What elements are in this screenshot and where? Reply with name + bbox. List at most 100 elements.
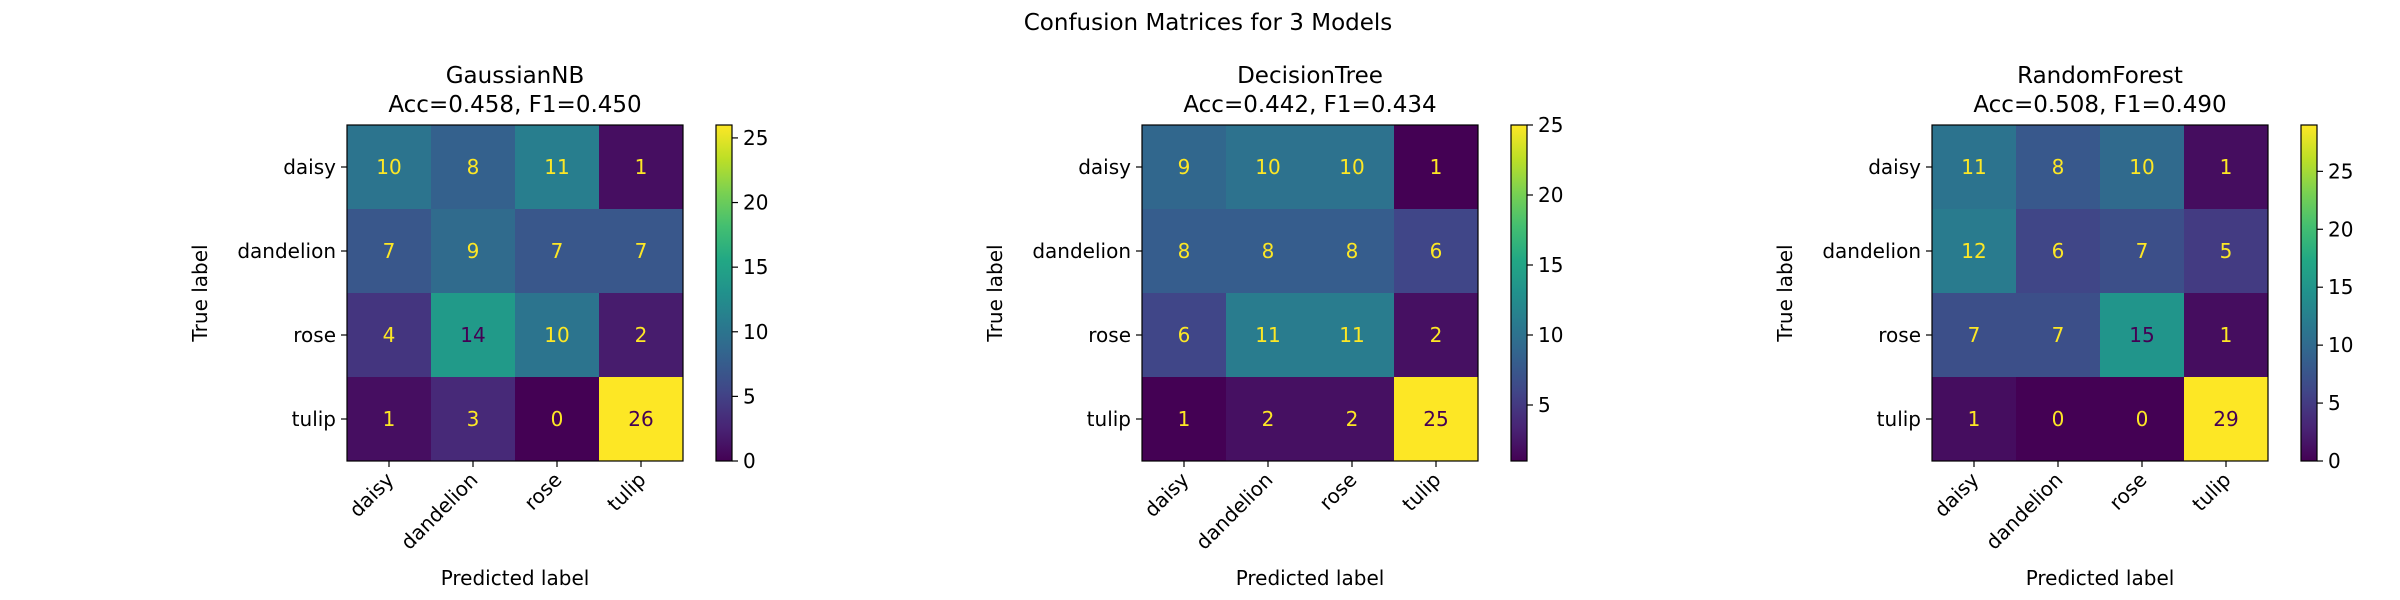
colorbar-frame bbox=[2300, 124, 2318, 462]
cell-value-label: 1 bbox=[1430, 155, 1443, 179]
cell-value-label: 0 bbox=[2052, 407, 2065, 431]
colorbar bbox=[2301, 125, 2317, 461]
colorbar-tick-label: 20 bbox=[2328, 217, 2353, 241]
matrix-cell bbox=[2184, 377, 2268, 461]
matrix-cell bbox=[1226, 377, 1310, 461]
cell-value-label: 1 bbox=[635, 155, 648, 179]
matrix-cell bbox=[1142, 209, 1226, 293]
y-tick-label: daisy bbox=[1078, 155, 1131, 179]
cell-value-label: 2 bbox=[1346, 407, 1359, 431]
matrix-cell bbox=[1310, 293, 1394, 377]
matrix-cell bbox=[515, 293, 599, 377]
colorbar-tick-label: 5 bbox=[1538, 393, 1551, 417]
y-tick-label: daisy bbox=[283, 155, 336, 179]
matrix-cell bbox=[2016, 125, 2100, 209]
cell-value-label: 2 bbox=[635, 323, 648, 347]
cell-value-label: 9 bbox=[1178, 155, 1191, 179]
y-tick-label: tulip bbox=[292, 407, 336, 431]
colorbar bbox=[716, 125, 732, 461]
colorbar-tick-label: 10 bbox=[2328, 333, 2353, 357]
matrix-cell bbox=[1226, 125, 1310, 209]
colorbar-tick-label: 25 bbox=[2328, 159, 2353, 183]
x-tick-label: daisy bbox=[1929, 467, 1983, 521]
cell-value-label: 5 bbox=[2220, 239, 2233, 263]
cell-value-label: 6 bbox=[2052, 239, 2065, 263]
cell-value-label: 7 bbox=[635, 239, 648, 263]
y-axis-label: True label bbox=[188, 244, 212, 342]
colorbar-tick-label: 5 bbox=[2328, 391, 2341, 415]
cell-value-label: 7 bbox=[2136, 239, 2149, 263]
matrix-cell bbox=[1394, 377, 1478, 461]
cell-value-label: 26 bbox=[628, 407, 653, 431]
y-tick-label: daisy bbox=[1868, 155, 1921, 179]
cell-value-label: 7 bbox=[1968, 323, 1981, 347]
colorbar bbox=[1511, 125, 1527, 461]
cell-value-label: 1 bbox=[2220, 323, 2233, 347]
x-tick-label: daisy bbox=[344, 467, 398, 521]
colorbar-tick-label: 10 bbox=[743, 320, 768, 344]
cell-value-label: 4 bbox=[383, 323, 396, 347]
cell-value-label: 7 bbox=[551, 239, 564, 263]
cell-value-label: 10 bbox=[376, 155, 401, 179]
cell-value-label: 1 bbox=[1178, 407, 1191, 431]
cell-value-label: 11 bbox=[544, 155, 569, 179]
matrix-cell bbox=[431, 293, 515, 377]
matrix-cell bbox=[599, 293, 683, 377]
matrix-cell bbox=[347, 377, 431, 461]
x-tick-label: tulip bbox=[2187, 468, 2235, 516]
colorbar-tick-label: 5 bbox=[743, 384, 756, 408]
matrix-cell bbox=[347, 125, 431, 209]
cell-value-label: 10 bbox=[1339, 155, 1364, 179]
y-tick-label: rose bbox=[1878, 323, 1921, 347]
matrix-cell bbox=[1142, 377, 1226, 461]
x-tick-label: tulip bbox=[602, 468, 650, 516]
cell-value-label: 29 bbox=[2213, 407, 2238, 431]
y-tick-label: tulip bbox=[1087, 407, 1131, 431]
cell-value-label: 25 bbox=[1423, 407, 1448, 431]
matrix-cell bbox=[431, 209, 515, 293]
y-tick-label: tulip bbox=[1877, 407, 1921, 431]
chart-subtitle: Acc=0.508, F1=0.490 bbox=[1973, 92, 2226, 118]
matrix-cell bbox=[515, 209, 599, 293]
cell-value-label: 1 bbox=[383, 407, 396, 431]
cell-value-label: 8 bbox=[2052, 155, 2065, 179]
colorbar-tick-label: 25 bbox=[1538, 113, 1563, 137]
x-tick-label: dandelion bbox=[396, 468, 483, 555]
y-axis-label: True label bbox=[983, 244, 1007, 342]
colorbar-tick-label: 20 bbox=[743, 191, 768, 215]
matrix-cell bbox=[1932, 125, 2016, 209]
colorbar-tick-label: 0 bbox=[2328, 449, 2341, 473]
chart-title: RandomForest bbox=[2017, 63, 2183, 89]
matrix-cell bbox=[1310, 209, 1394, 293]
y-tick-label: dandelion bbox=[1032, 239, 1131, 263]
matrix-cell bbox=[1394, 125, 1478, 209]
matrix-cell bbox=[2100, 209, 2184, 293]
cell-value-label: 2 bbox=[1262, 407, 1275, 431]
cell-value-label: 7 bbox=[383, 239, 396, 263]
cell-value-label: 8 bbox=[1262, 239, 1275, 263]
cell-value-label: 2 bbox=[1430, 323, 1443, 347]
colorbar-tick-label: 25 bbox=[743, 126, 768, 150]
matrix-cell bbox=[1932, 377, 2016, 461]
cell-value-label: 8 bbox=[1178, 239, 1191, 263]
cell-value-label: 6 bbox=[1178, 323, 1191, 347]
chart-subtitle: Acc=0.458, F1=0.450 bbox=[388, 92, 641, 118]
x-axis-label: Predicted label bbox=[2026, 566, 2175, 590]
matrix-frame bbox=[346, 124, 684, 462]
matrix-cell bbox=[2100, 377, 2184, 461]
x-tick-label: daisy bbox=[1139, 467, 1193, 521]
matrix-cell bbox=[2184, 125, 2268, 209]
cell-value-label: 10 bbox=[2129, 155, 2154, 179]
colorbar-frame bbox=[1510, 124, 1528, 462]
x-tick-label: dandelion bbox=[1191, 468, 1278, 555]
matrix-cell bbox=[1394, 209, 1478, 293]
x-tick-label: rose bbox=[2104, 468, 2151, 515]
colorbar-tick-label: 20 bbox=[1538, 183, 1563, 207]
matrix-cell bbox=[515, 125, 599, 209]
colorbar-tick-label: 10 bbox=[1538, 323, 1563, 347]
colorbar-tick-label: 15 bbox=[743, 255, 768, 279]
x-tick-label: rose bbox=[1314, 468, 1361, 515]
matrix-cell bbox=[2184, 293, 2268, 377]
matrix-cell bbox=[2016, 209, 2100, 293]
cell-value-label: 6 bbox=[1430, 239, 1443, 263]
